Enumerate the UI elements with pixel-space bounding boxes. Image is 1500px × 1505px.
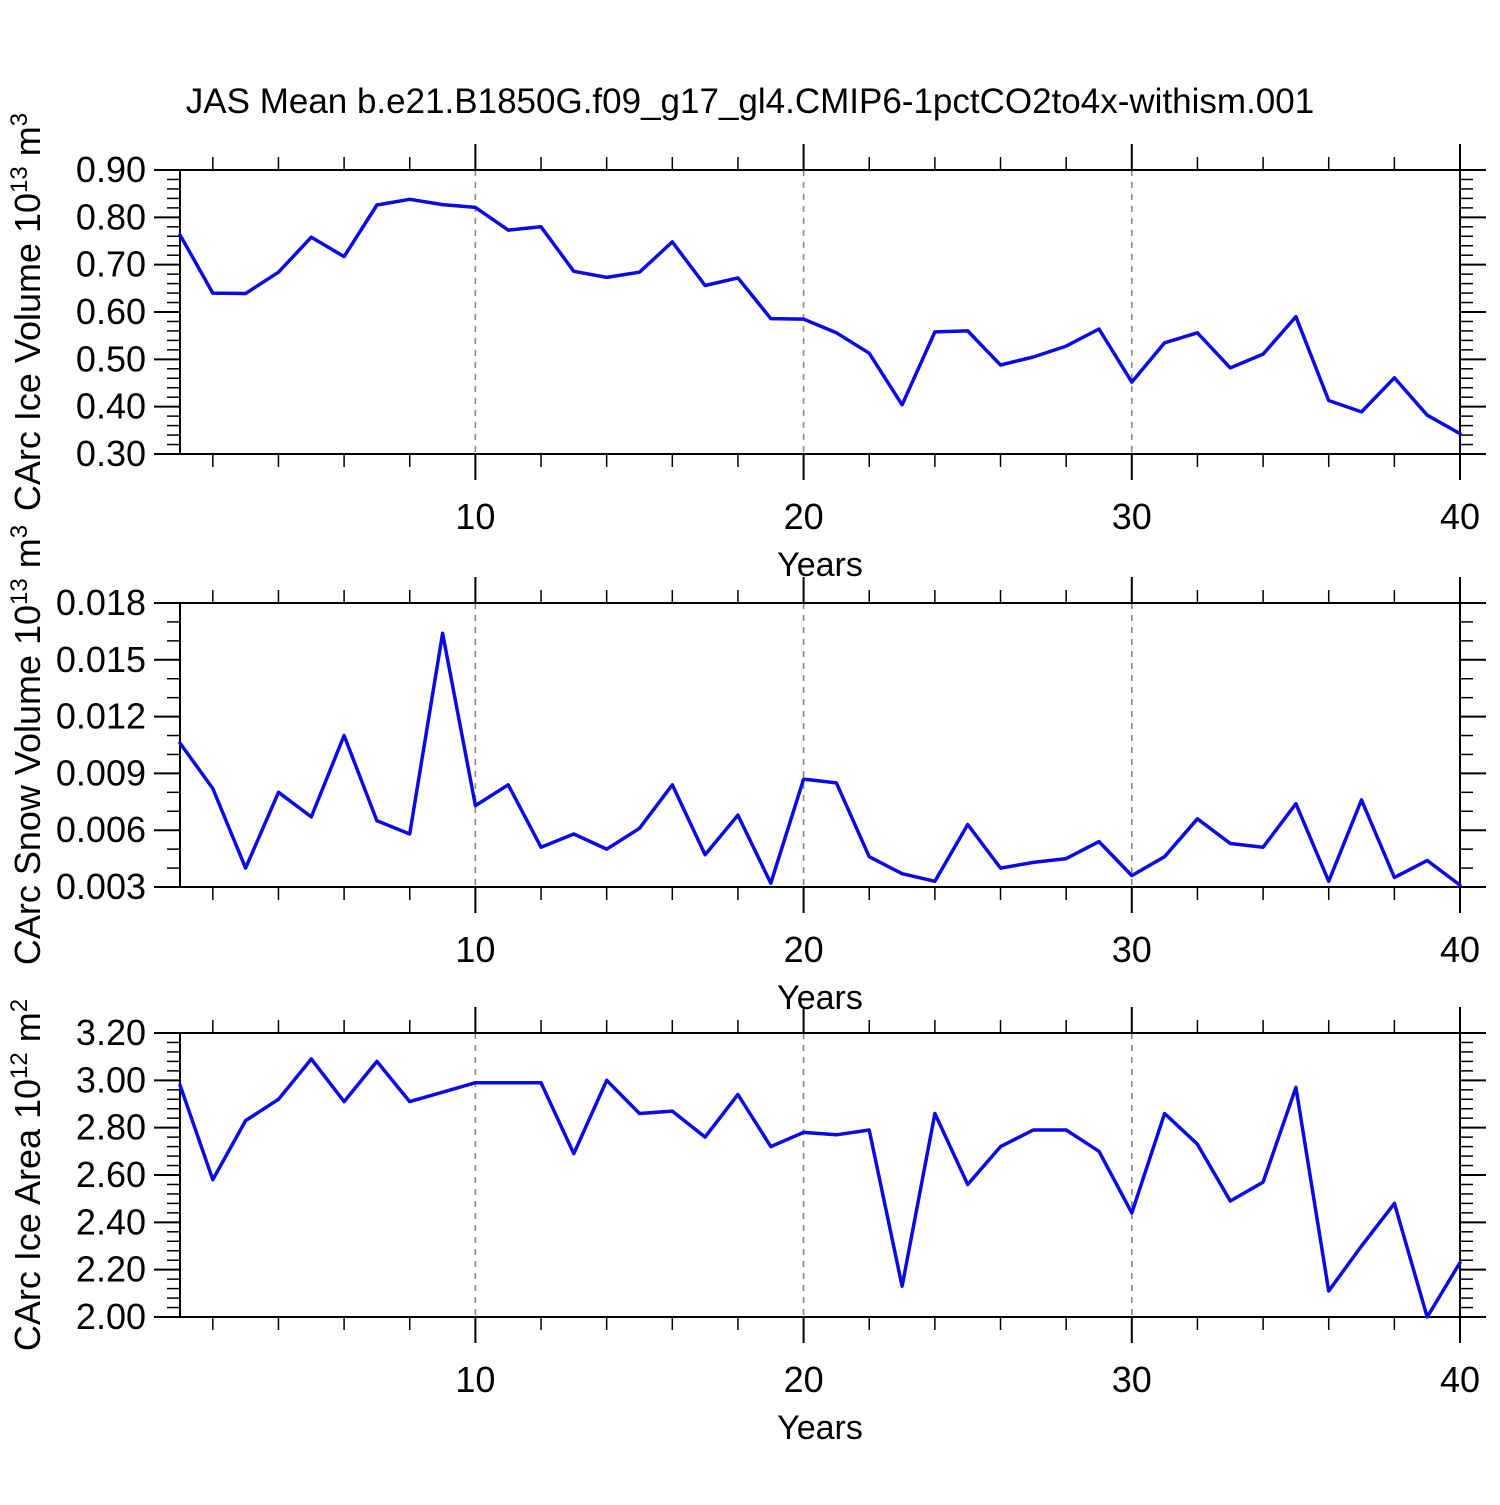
x-tick-label: 40 (1440, 929, 1480, 970)
y-tick-label: 0.012 (56, 696, 146, 737)
y-axis-title: CArc Ice Volume 1013 m3 (6, 113, 48, 511)
y-tick-label: 0.015 (56, 639, 146, 680)
x-tick-label: 20 (784, 929, 824, 970)
y-tick-label: 3.20 (76, 1012, 146, 1053)
x-axis-title: Years (777, 979, 863, 1017)
x-tick-label: 30 (1112, 496, 1152, 537)
y-tick-label: 0.90 (76, 149, 146, 190)
x-axis-title: Years (777, 1409, 863, 1447)
x-axis-title: Years (777, 546, 863, 584)
panel-frame (179, 1032, 1461, 1318)
x-tick-label: 10 (455, 1359, 495, 1400)
x-tick-label: 30 (1112, 1359, 1152, 1400)
y-tick-label: 0.003 (56, 866, 146, 907)
y-axis-title: CArc Snow Volume 1013 m3 (6, 525, 48, 965)
chart-title: JAS Mean b.e21.B1850G.f09_g17_gl4.CMIP6-… (185, 82, 1315, 121)
y-tick-label: 0.40 (76, 386, 146, 427)
y-tick-label: 2.20 (76, 1249, 146, 1290)
x-tick-label: 20 (784, 496, 824, 537)
y-tick-label: 0.80 (76, 196, 146, 237)
series-line-2 (178, 631, 1462, 887)
y-tick-label: 2.80 (76, 1107, 146, 1148)
y-tick-label: 2.00 (76, 1296, 146, 1337)
y-tick-label: 3.00 (76, 1059, 146, 1100)
panel-3: 2.00 2.20 2.40 2.60 2.80 3.00 3.20 10 20 30 40 Year… (6, 999, 1486, 1447)
x-tick-label: 30 (1112, 929, 1152, 970)
y-tick-label: 0.60 (76, 291, 146, 332)
x-tick-label: 10 (455, 929, 495, 970)
y-tick-label: 2.60 (76, 1154, 146, 1195)
series-line-3 (178, 1057, 1462, 1319)
x-tick-label: 40 (1440, 1359, 1480, 1400)
panel-2: 0.003 0.006 0.009 0.012 0.015 0.018 10 20 30 40 Ye… (6, 525, 1486, 1017)
y-tick-label: 0.70 (76, 244, 146, 285)
x-tick-label: 40 (1440, 496, 1480, 537)
panel-frame (179, 602, 1461, 888)
y-axis-title: CArc Ice Area 1012 m2 (6, 999, 48, 1351)
x-tick-label: 20 (784, 1359, 824, 1400)
panel-frame (179, 169, 1461, 455)
series-line-1 (178, 197, 1462, 436)
y-tick-label: 0.30 (76, 433, 146, 474)
y-tick-label: 0.018 (56, 582, 146, 623)
y-tick-label: 0.006 (56, 809, 146, 850)
y-tick-label: 0.50 (76, 338, 146, 379)
y-tick-label: 2.40 (76, 1201, 146, 1242)
y-tick-label: 0.009 (56, 752, 146, 793)
x-tick-label: 10 (455, 496, 495, 537)
panel-1: 0.30 0.40 0.50 0.60 0.70 0.80 0.90 10 20 30 40 Year… (6, 113, 1486, 584)
